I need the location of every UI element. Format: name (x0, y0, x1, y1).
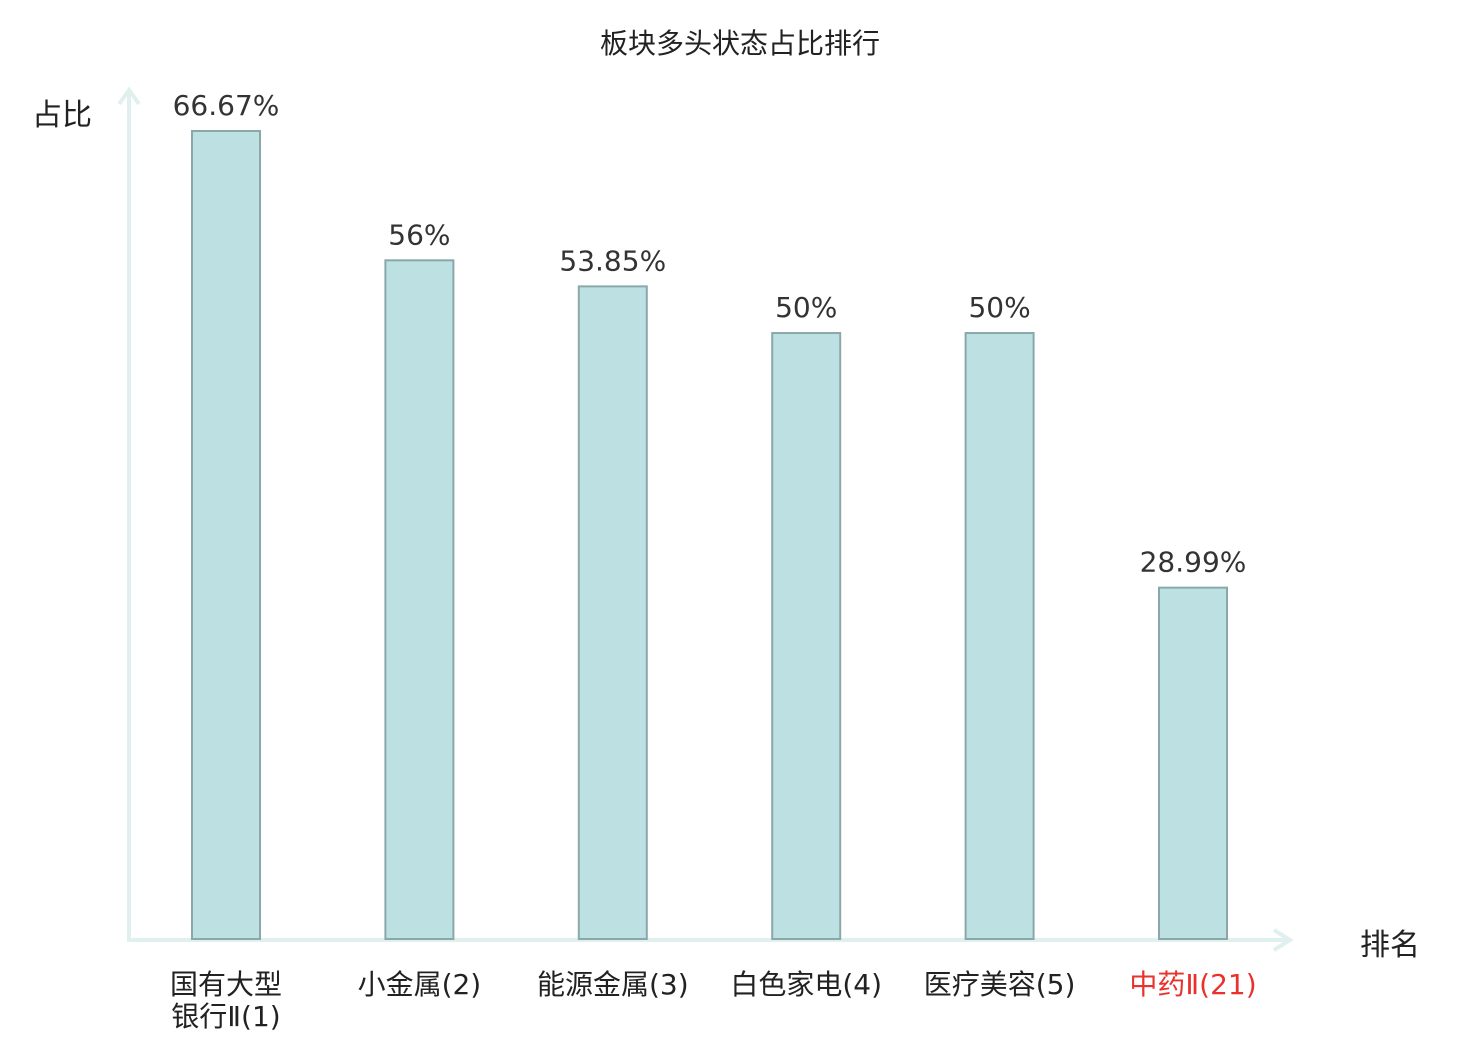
bar (964, 332, 1035, 941)
x-axis-label: 排名 (1360, 928, 1420, 963)
y-axis-label: 占比 (32, 98, 92, 133)
bar (191, 130, 261, 940)
bar-value-label: 28.99% (1140, 546, 1247, 579)
bar-value-label: 66.67% (173, 89, 280, 122)
bar (577, 285, 648, 941)
y-axis-arrow-icon (117, 86, 141, 106)
chart-title: 板块多头状态占比排行 (599, 27, 880, 60)
x-tick-label: 中药Ⅱ(21) (1129, 968, 1256, 1001)
x-tick-label: 白色家电(4) (730, 968, 882, 1001)
axes (117, 86, 1294, 952)
bar (1158, 586, 1228, 940)
x-tick-label: 小金属(2) (358, 968, 482, 1001)
bar (771, 332, 842, 941)
x-tick-label: 医疗美容(5) (924, 968, 1076, 1001)
bar-value-label: 50% (775, 291, 837, 324)
bar (384, 259, 455, 940)
x-tick-label: 银行Ⅱ(1) (171, 1000, 280, 1033)
x-tick-label: 国有大型 (170, 968, 282, 1001)
x-tick-label: 能源金属(3) (537, 968, 689, 1001)
x-axis-arrow-icon (1272, 928, 1294, 952)
bar-value-label: 53.85% (559, 244, 666, 277)
bar-value-label: 56% (388, 218, 450, 251)
bar-value-label: 50% (968, 291, 1030, 324)
